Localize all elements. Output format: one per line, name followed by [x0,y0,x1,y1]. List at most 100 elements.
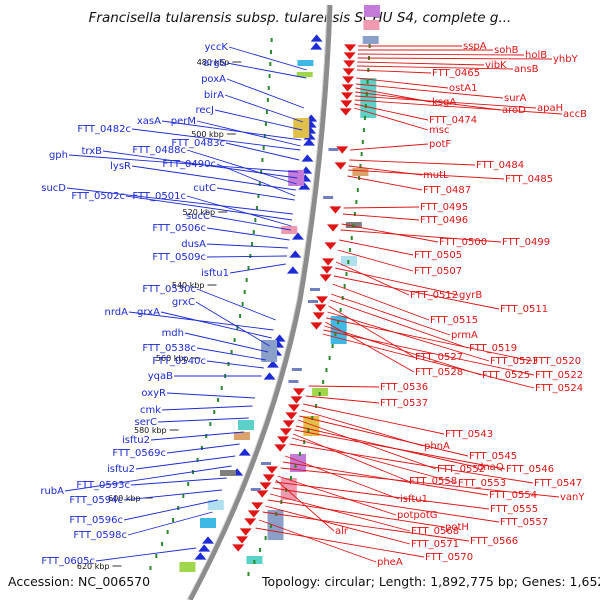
ring-dot-outer [267,86,270,90]
leader-line-plus [355,83,504,99]
ring-dot-inner [337,320,340,324]
gene-label-plus: FTT_0485 [505,174,553,185]
leader-line-minus [68,154,298,173]
plus-strand-gene [324,242,337,250]
plus-strand-gene [314,304,327,312]
ring-dot-outer [213,410,216,414]
gene-label-minus: lysR [110,161,131,172]
gene-label-minus: FTT_0593c [76,480,130,491]
gene-label-minus: recJ [196,105,215,116]
ring-dot-outer [187,482,190,486]
ring-dot-inner [359,164,362,168]
ring-dot-inner [366,80,369,84]
ring-dot-inner [264,536,267,540]
gene-label-plus: ostA1 [449,83,477,94]
leader-line-plus [285,455,400,500]
gene-label-minus: nrdA [105,307,129,318]
ring-dot-inner [343,284,346,288]
gene-label-plus: FTT_0499 [502,237,550,248]
plus-strand-gene [262,474,275,482]
plus-strand-gene [316,296,328,304]
feature-bar [293,118,310,138]
gene-label-minus: sucC [186,211,210,222]
leader-line-minus [130,477,227,486]
gene-label-plus: FTT_0522 [535,370,583,381]
gene-label-plus: FTT_0500 [439,237,487,248]
leader-line-minus [229,263,286,274]
feature-bar [296,72,313,77]
ring-dot-inner [307,428,310,432]
plus-strand-gene [287,404,300,412]
plus-strand-gene [343,52,356,60]
ring-dot-outer [217,398,220,402]
ring-dot-inner [345,272,348,276]
leader-line-plus [275,481,490,510]
gene-label-plus: mutL [423,170,449,181]
gene-label-plus: FTT_0537 [380,398,428,409]
gene-label-plus: ansB [514,64,539,75]
gene-label-minus: FTT_0540c [152,356,206,367]
tick-label: 600 kbp [108,494,141,503]
leader-line-minus [66,187,293,215]
feature-bar [363,20,380,30]
ring-dot-outer [255,206,258,210]
plus-strand-gene [244,518,257,526]
ring-dot-inner [289,476,292,480]
leader-line-plus [329,299,469,349]
ring-dot-outer [249,254,252,258]
minus-strand-gene [263,372,276,380]
plus-strand-gene [342,68,355,76]
minus-strand-gene [198,544,211,552]
gene-label-plus: FTT_0545 [469,451,517,462]
gene-label-plus: FTT_0512 [410,290,458,301]
ring-dot-outer [247,266,250,270]
plus-strand-gene [322,258,335,266]
leader-line-plus [357,65,514,70]
gene-label-minus: FTT_0502c [71,191,125,202]
plus-strand-gene [265,466,278,474]
plus-strand-gene [247,510,260,518]
leader-line-plus [277,475,397,516]
gene-label-minus: grxA [137,307,160,318]
ring-dot-outer [263,134,266,138]
ring-dot-outer [200,446,203,450]
leader-line-minus [150,431,244,441]
ring-dot-inner [350,236,353,240]
gene-label-minus: FTT_0594c [69,495,123,506]
ring-dot-outer [149,566,152,570]
gene-label-plus: FTT_0547 [534,478,582,489]
ring-dot-outer [258,182,261,186]
ring-dot-inner [356,188,359,192]
gene-label-plus: isftu1 [400,494,428,505]
gene-label-plus: FTT_0568 [411,526,459,537]
ring-dot-outer [252,230,255,234]
leader-line-plus [350,143,429,151]
leader-line-minus [206,227,290,241]
leader-line-minus [206,360,264,369]
leader-line-minus [206,255,288,258]
leader-line-minus [184,332,269,353]
leader-line-plus [325,321,415,373]
plus-strand-gene [340,100,353,108]
gene-label-plus: FTT_0520 [533,356,581,367]
feature-bar [352,168,369,176]
minus-strand-gene [310,34,323,42]
ring-dot-inner [360,152,363,156]
gene-label-minus: isftu2 [107,464,135,475]
plus-strand-gene [341,92,354,100]
gene-label-minus: FTT_0483c [171,138,225,149]
leader-line-plus [293,433,409,482]
leader-line-plus [262,511,470,542]
ring-dot-outer [241,302,244,306]
ring-dot-outer [220,386,223,390]
leader-line-plus [349,159,476,166]
feature-bar [207,500,224,510]
gene-label-minus: birA [204,90,224,101]
minus-strand-gene [298,182,311,190]
feature-bar [364,5,380,17]
gene-label-minus: mdh [162,328,184,339]
leader-line-plus [354,99,563,115]
leader-line-plus [343,206,420,209]
feature-bar [219,470,236,476]
small-feature [310,288,321,291]
